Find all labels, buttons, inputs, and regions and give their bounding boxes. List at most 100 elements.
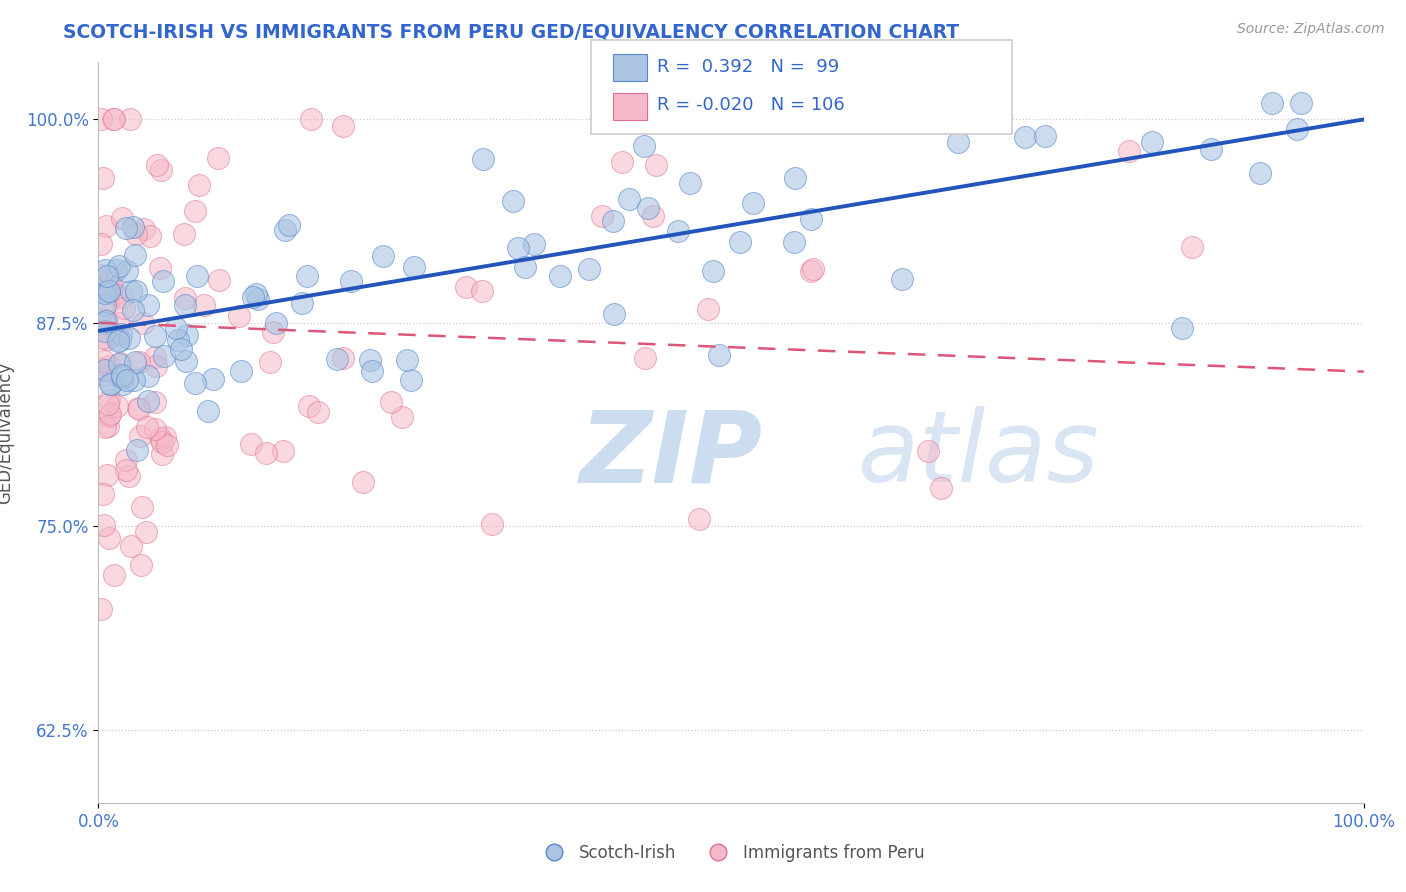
Point	[360, 364, 382, 378]
Point	[97, 419, 120, 434]
Text: R =  0.392   N =  99: R = 0.392 N = 99	[657, 58, 839, 76]
Point	[111, 368, 134, 382]
Point	[90, 361, 112, 376]
Point	[578, 262, 600, 277]
Point	[107, 259, 129, 273]
Point	[637, 201, 659, 215]
Point	[96, 268, 118, 283]
Point	[170, 342, 193, 356]
Point	[124, 227, 146, 241]
Point	[229, 364, 252, 378]
Point	[901, 96, 924, 111]
Point	[90, 330, 112, 344]
Point	[339, 274, 361, 288]
Point	[688, 512, 710, 526]
Point	[193, 298, 215, 312]
Point	[104, 287, 127, 301]
Point	[1180, 240, 1202, 254]
Point	[103, 112, 125, 127]
Point	[391, 409, 413, 424]
Point	[371, 249, 394, 263]
Point	[800, 211, 823, 226]
Point	[152, 274, 174, 288]
Legend: Scotch-Irish, Immigrants from Peru: Scotch-Irish, Immigrants from Peru	[531, 838, 931, 869]
Point	[98, 407, 121, 421]
Point	[523, 236, 546, 251]
Point	[591, 210, 613, 224]
Point	[118, 469, 141, 483]
Point	[617, 192, 640, 206]
Point	[122, 303, 145, 318]
Point	[101, 112, 124, 127]
Point	[332, 120, 354, 134]
Point	[93, 285, 117, 300]
Point	[759, 112, 782, 127]
Point	[90, 237, 112, 252]
Point	[1014, 130, 1036, 145]
Point	[297, 269, 319, 284]
Point	[105, 326, 128, 341]
Point	[277, 218, 299, 232]
Point	[107, 399, 129, 413]
Point	[679, 176, 702, 190]
Point	[112, 301, 135, 315]
Point	[550, 268, 572, 283]
Point	[97, 397, 120, 411]
Point	[176, 327, 198, 342]
Point	[97, 284, 120, 298]
Point	[108, 316, 131, 330]
Point	[359, 352, 381, 367]
Point	[917, 444, 939, 458]
Point	[138, 393, 160, 408]
Point	[143, 329, 166, 343]
Point	[111, 370, 134, 384]
Point	[93, 324, 117, 338]
Point	[104, 263, 127, 277]
Point	[98, 409, 121, 423]
Point	[1171, 321, 1194, 335]
Point	[135, 524, 157, 539]
Point	[131, 500, 153, 514]
Point	[502, 194, 524, 208]
Point	[1261, 96, 1284, 111]
Point	[96, 468, 118, 483]
Point	[782, 235, 804, 250]
Point	[136, 369, 159, 384]
Point	[1249, 166, 1271, 180]
Point	[93, 313, 115, 327]
Point	[100, 376, 122, 391]
Text: R = -0.020   N = 106: R = -0.020 N = 106	[657, 96, 845, 114]
Point	[90, 112, 112, 127]
Point	[1140, 135, 1163, 149]
Point	[128, 401, 150, 416]
Point	[326, 351, 349, 366]
Point	[352, 475, 374, 489]
Point	[264, 316, 287, 330]
Point	[115, 452, 138, 467]
Point	[890, 272, 912, 286]
Point	[111, 290, 134, 304]
Point	[108, 356, 131, 370]
Point	[395, 352, 418, 367]
Point	[103, 567, 125, 582]
Point	[197, 404, 219, 418]
Point	[90, 601, 112, 615]
Point	[128, 355, 150, 369]
Point	[100, 271, 122, 285]
Text: Source: ZipAtlas.com: Source: ZipAtlas.com	[1237, 22, 1385, 37]
Point	[728, 235, 751, 250]
Point	[165, 320, 187, 334]
Point	[110, 326, 132, 341]
Point	[508, 242, 530, 256]
Point	[105, 368, 128, 383]
Point	[259, 354, 281, 368]
Point	[129, 558, 152, 572]
Point	[666, 224, 689, 238]
Point	[129, 429, 152, 443]
Point	[641, 209, 664, 223]
Point	[1199, 142, 1222, 156]
Point	[93, 353, 115, 368]
Point	[125, 285, 148, 299]
Point	[91, 278, 114, 293]
Point	[273, 444, 295, 458]
